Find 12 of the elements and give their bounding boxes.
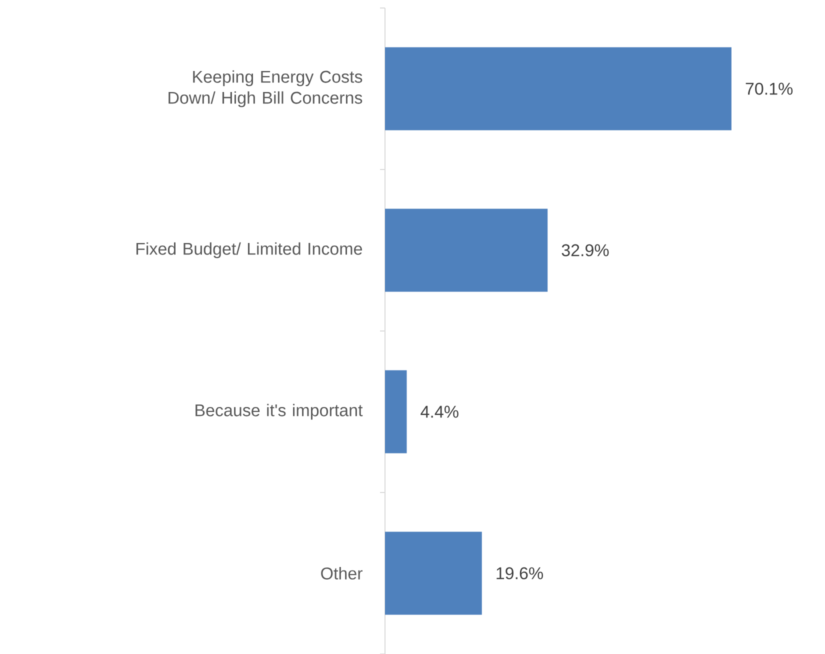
data-label: 4.4% bbox=[420, 406, 458, 418]
y-tick-label: Keeping Energy Costs Down/ High Bill Concerns bbox=[168, 70, 362, 108]
data-label: 70.1% bbox=[746, 82, 793, 95]
bar bbox=[385, 208, 548, 292]
bar bbox=[385, 47, 732, 130]
data-label: 32.9% bbox=[562, 244, 609, 256]
bar bbox=[385, 370, 407, 454]
y-tick-label: Fixed Budget/ Limited Income bbox=[136, 242, 362, 258]
bar bbox=[385, 532, 482, 615]
y-tick-label: Because it's important bbox=[196, 404, 363, 420]
data-label: 19.6% bbox=[496, 567, 543, 580]
y-tick-label: Other bbox=[321, 567, 363, 580]
